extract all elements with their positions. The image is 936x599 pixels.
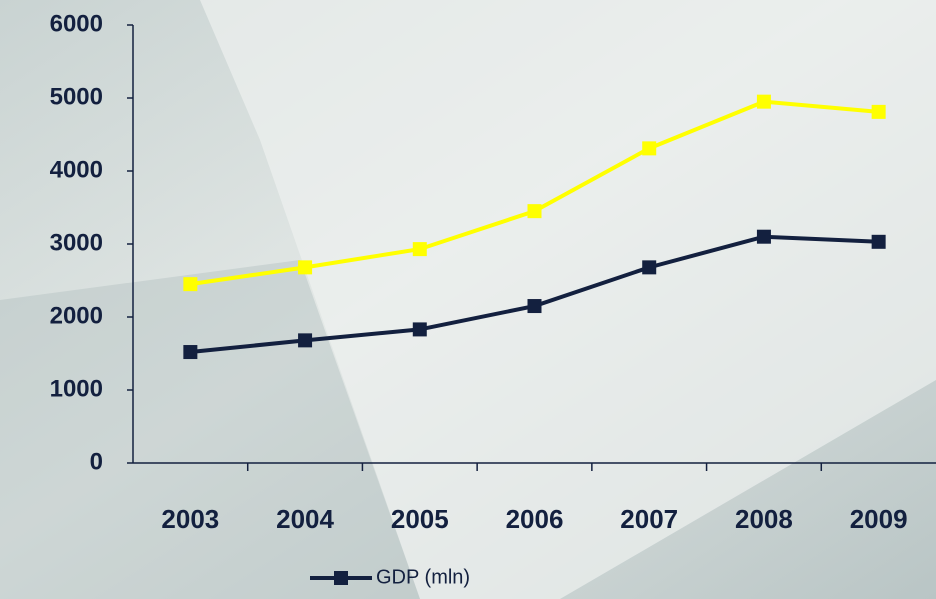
marker [757, 230, 771, 244]
marker [872, 235, 886, 249]
marker [413, 242, 427, 256]
marker [528, 204, 542, 218]
marker [183, 277, 197, 291]
x-tick-label: 2003 [161, 504, 219, 534]
chart: 0 1000 2000 3000 4000 5000 6000 2003 2004 2005 200… [0, 0, 936, 599]
x-tick-label: 2005 [391, 504, 449, 534]
marker [642, 260, 656, 274]
marker [872, 105, 886, 119]
marker [183, 345, 197, 359]
marker [757, 95, 771, 109]
y-tick-label: 2000 [50, 302, 103, 329]
x-tick-label: 2006 [506, 504, 564, 534]
y-tick-label: 0 [90, 448, 103, 475]
y-tick-label: 5000 [50, 83, 103, 110]
legend-marker [334, 571, 348, 585]
x-tick-label: 2009 [850, 504, 908, 534]
y-tick-label: 3000 [50, 229, 103, 256]
x-tick-label: 2007 [620, 504, 678, 534]
y-tick-label: 6000 [50, 10, 103, 37]
x-tick-label: 2004 [276, 504, 334, 534]
x-tick-label: 2008 [735, 504, 793, 534]
legend-label: GDP (mln) [376, 566, 470, 588]
y-tick-label: 1000 [50, 375, 103, 402]
y-tick-label: 4000 [50, 156, 103, 183]
marker [298, 333, 312, 347]
marker [298, 260, 312, 274]
marker [413, 322, 427, 336]
marker [642, 141, 656, 155]
marker [528, 299, 542, 313]
